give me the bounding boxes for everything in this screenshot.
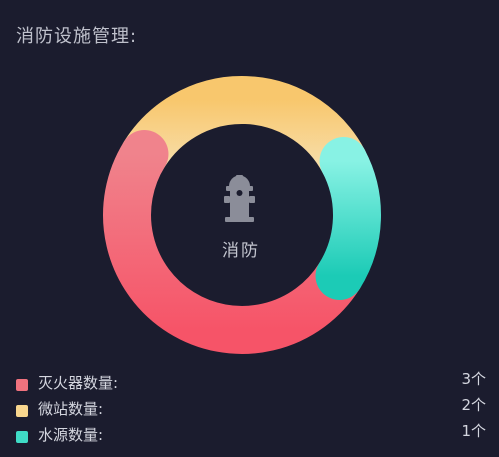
slice-water-source <box>315 137 381 300</box>
slice-micro-station <box>120 76 368 186</box>
slice-extinguisher <box>103 130 364 354</box>
legend-swatch <box>16 379 28 391</box>
legend-item-extinguisher: 灭火器数量: 3个 <box>16 370 486 398</box>
center-label: 消防 <box>222 241 260 261</box>
fire-hydrant-icon <box>224 175 255 222</box>
legend-label: 微站数量: <box>38 400 104 418</box>
legend-item-water-source: 水源数量: 1个 <box>16 422 486 450</box>
donut-chart: 消防 <box>103 76 381 354</box>
legend-swatch <box>16 405 28 417</box>
legend-label: 灭火器数量: <box>38 374 119 392</box>
legend-item-micro-station: 微站数量: 2个 <box>16 396 486 424</box>
legend-swatch <box>16 431 28 443</box>
legend: 灭火器数量: 3个 微站数量: 2个 水源数量: 1个 <box>16 370 486 450</box>
legend-value: 1个 <box>461 422 486 440</box>
legend-value: 3个 <box>461 370 486 388</box>
legend-value: 2个 <box>461 396 486 414</box>
legend-label: 水源数量: <box>38 426 104 444</box>
page-title: 消防设施管理: <box>16 26 138 47</box>
